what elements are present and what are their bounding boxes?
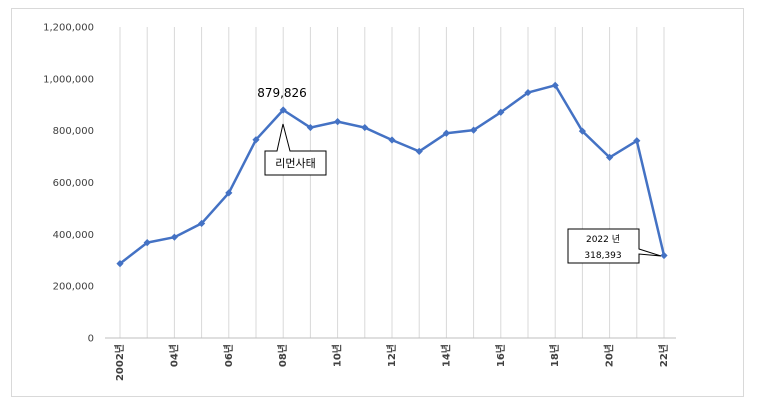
last-value-label: 318,393 xyxy=(584,251,621,261)
last-value-callout-box xyxy=(567,228,662,264)
y-tick-label: 800,000 xyxy=(53,126,94,137)
x-tick-label: 20년 xyxy=(603,344,616,367)
x-tick-label: 18년 xyxy=(548,344,561,367)
x-tick-label: 08년 xyxy=(276,344,289,367)
grid-lines xyxy=(119,27,665,338)
data-point xyxy=(225,189,233,197)
data-point xyxy=(660,251,668,260)
x-tick-label: 2002년 xyxy=(113,344,126,381)
data-point xyxy=(252,136,260,144)
data-point xyxy=(116,260,124,268)
x-axis-ticks: 2002년 04년 06년 08년 10년 12년 14년 16년 18년 20년 22년 xyxy=(113,344,670,381)
data-point xyxy=(442,129,450,137)
data-point xyxy=(470,126,478,134)
event-callout-box xyxy=(264,123,327,176)
x-tick-label: 12년 xyxy=(385,344,398,367)
x-tick-label: 16년 xyxy=(494,344,507,367)
data-point xyxy=(388,136,396,144)
data-point xyxy=(361,123,369,132)
data-point xyxy=(524,88,532,97)
data-point xyxy=(606,153,614,161)
data-point xyxy=(198,219,206,228)
y-tick-label: 200,000 xyxy=(53,282,94,293)
x-tick-label: 04년 xyxy=(167,344,180,367)
data-point xyxy=(170,233,178,241)
data-point xyxy=(143,239,151,247)
chart-frame xyxy=(11,8,744,397)
x-tick-label: 22년 xyxy=(657,344,670,367)
y-tick-label: 400,000 xyxy=(53,230,94,241)
y-tick-label: 0 xyxy=(88,334,94,345)
data-point xyxy=(633,137,641,145)
data-point xyxy=(334,117,342,126)
x-tick-label: 06년 xyxy=(222,344,235,367)
y-axis-ticks: 0 200,000 400,000 600,000 800,000 1,000,000 1,… xyxy=(43,23,94,345)
data-point xyxy=(497,108,505,116)
data-point xyxy=(415,147,423,155)
y-tick-label: 600,000 xyxy=(53,178,94,189)
data-point xyxy=(279,106,287,114)
y-tick-label: 1,000,000 xyxy=(43,74,94,85)
last-value-year-label: 2022 년 xyxy=(586,234,620,245)
x-tick-label: 10년 xyxy=(331,344,344,367)
series-markers xyxy=(116,81,668,268)
data-point xyxy=(551,81,559,89)
data-point xyxy=(306,123,314,132)
event-callout-label: 리먼사태 xyxy=(275,157,315,170)
peak-value-label: 879,826 xyxy=(257,86,307,100)
y-tick-label: 1,200,000 xyxy=(43,23,94,34)
data-point xyxy=(578,127,586,135)
x-tick-label: 14년 xyxy=(439,344,452,367)
